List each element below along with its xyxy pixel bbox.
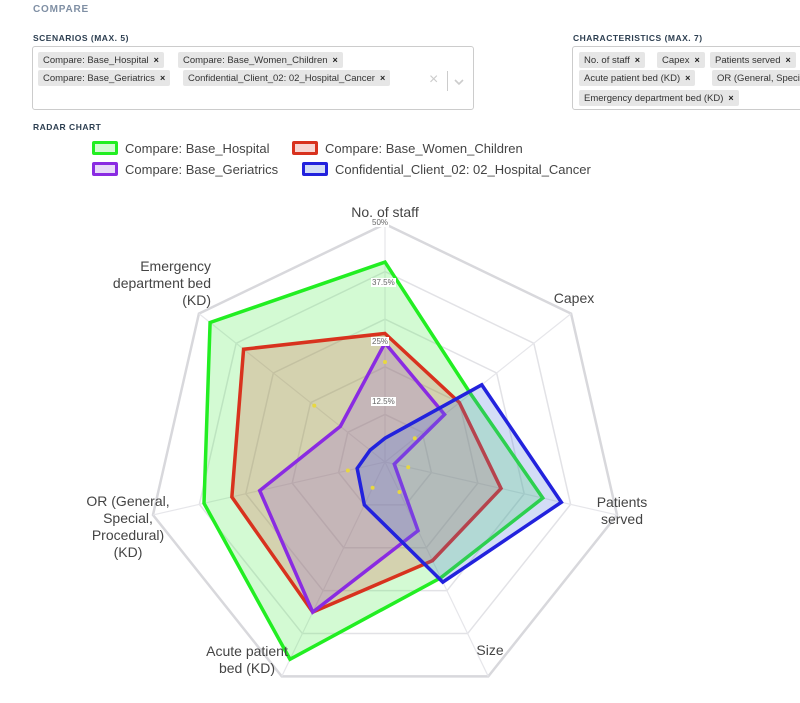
remove-tag-icon[interactable]: × xyxy=(634,55,641,65)
tag-label: Confidential_Client_02: 02_Hospital_Canc… xyxy=(188,73,375,84)
remove-tag-icon[interactable]: × xyxy=(685,73,691,83)
characteristic-tag[interactable]: No. of staff × xyxy=(579,52,646,68)
axis-label: Capex xyxy=(553,290,595,306)
data-marker xyxy=(412,436,417,441)
characteristic-tag[interactable]: Acute patient bed (KD) × xyxy=(579,70,696,86)
characteristic-tag[interactable]: Capex × xyxy=(657,52,705,68)
characteristics-multiselect[interactable]: No. of staff × Capex × Patients served × Acute… xyxy=(572,46,800,110)
grid-ring xyxy=(198,270,572,635)
tag-label: Capex xyxy=(662,55,690,66)
axis-label: Size xyxy=(476,642,504,658)
data-marker xyxy=(312,403,317,408)
tag-label: Acute patient bed (KD) xyxy=(584,73,681,84)
tag-label: OR (General, Special xyxy=(717,73,800,84)
axis-label: Acute patient bed (KD) xyxy=(206,643,288,676)
legend-swatch xyxy=(292,141,318,155)
characteristic-tag[interactable]: Emergency department bed (KD) × xyxy=(579,90,739,106)
scenario-tag[interactable]: Confidential_Client_02: 02_Hospital_Canc… xyxy=(183,70,391,86)
tick-label: 50% xyxy=(371,218,390,227)
axis-spoke xyxy=(198,313,386,463)
axis-label: OR (General, Special, Procedural) (KD) xyxy=(86,493,170,560)
separator xyxy=(447,71,448,91)
clear-scenarios-icon[interactable]: × xyxy=(429,71,439,88)
axis-spoke xyxy=(281,461,386,677)
chevron-down-icon[interactable] xyxy=(453,77,465,87)
series-polygon[interactable] xyxy=(257,339,447,615)
tick-label: 37.5% xyxy=(371,277,396,287)
axis-label: Patients served xyxy=(596,494,648,527)
legend-label: Compare: Base_Hospital xyxy=(125,141,270,156)
axis-label: No. of staff xyxy=(351,204,419,220)
scenario-tag[interactable]: Compare: Base_Geriatrics × xyxy=(38,70,171,86)
scenario-tag[interactable]: Compare: Base_Women_Children × xyxy=(178,52,343,68)
grid-ring xyxy=(291,365,479,549)
characteristic-tag[interactable]: OR (General, Special× xyxy=(712,70,800,86)
data-marker xyxy=(406,465,411,470)
remove-tag-icon[interactable]: × xyxy=(728,93,734,103)
scenarios-multiselect[interactable]: Compare: Base_Hospital × Compare: Base_Wom… xyxy=(32,46,474,110)
tick-label: 25% xyxy=(371,337,390,346)
legend-swatch xyxy=(92,141,118,155)
data-marker xyxy=(370,485,375,490)
tag-label: Compare: Base_Women_Children xyxy=(183,55,328,66)
scenarios-label: SCENARIOS (MAX. 5) xyxy=(33,33,129,43)
remove-tag-icon[interactable]: × xyxy=(332,55,338,65)
legend-label: Compare: Base_Geriatrics xyxy=(125,162,279,177)
legend-label: Confidential_Client_02: 02_Hospital_Canc… xyxy=(335,162,591,177)
grid-ring xyxy=(244,318,526,592)
remove-tag-icon[interactable]: × xyxy=(785,55,791,65)
tick-label: 12.5% xyxy=(371,396,396,406)
grid-ring xyxy=(151,222,619,678)
data-marker xyxy=(345,468,350,473)
tag-label: Emergency department bed (KD) xyxy=(584,93,724,104)
axis-spoke xyxy=(384,461,489,677)
compare-section-title: COMPARE xyxy=(33,4,89,15)
data-marker xyxy=(397,490,402,495)
tag-label: No. of staff xyxy=(584,55,630,66)
legend-swatch xyxy=(92,162,118,176)
tag-label: Compare: Base_Hospital xyxy=(43,55,149,66)
series-polygon[interactable] xyxy=(355,382,564,585)
legend-label: Compare: Base_Women_Children xyxy=(325,141,523,156)
radar-chart-title: RADAR CHART xyxy=(33,122,102,132)
characteristic-tag[interactable]: Patients served × xyxy=(710,52,796,68)
remove-tag-icon[interactable]: × xyxy=(694,55,700,65)
grid-ring xyxy=(337,413,433,506)
tag-label: Compare: Base_Geriatrics xyxy=(43,73,155,84)
remove-tag-icon[interactable]: × xyxy=(159,73,166,83)
remove-tag-icon[interactable]: × xyxy=(379,73,386,83)
scenario-tag[interactable]: Compare: Base_Hospital × xyxy=(38,52,164,68)
data-marker xyxy=(383,360,387,365)
characteristics-label: CHARACTERISTICS (MAX. 7) xyxy=(573,33,703,43)
legend-swatch xyxy=(302,162,328,176)
remove-tag-icon[interactable]: × xyxy=(153,55,159,65)
tag-label: Patients served xyxy=(715,55,781,66)
axis-label: Emergency department bed (KD) xyxy=(112,258,211,308)
